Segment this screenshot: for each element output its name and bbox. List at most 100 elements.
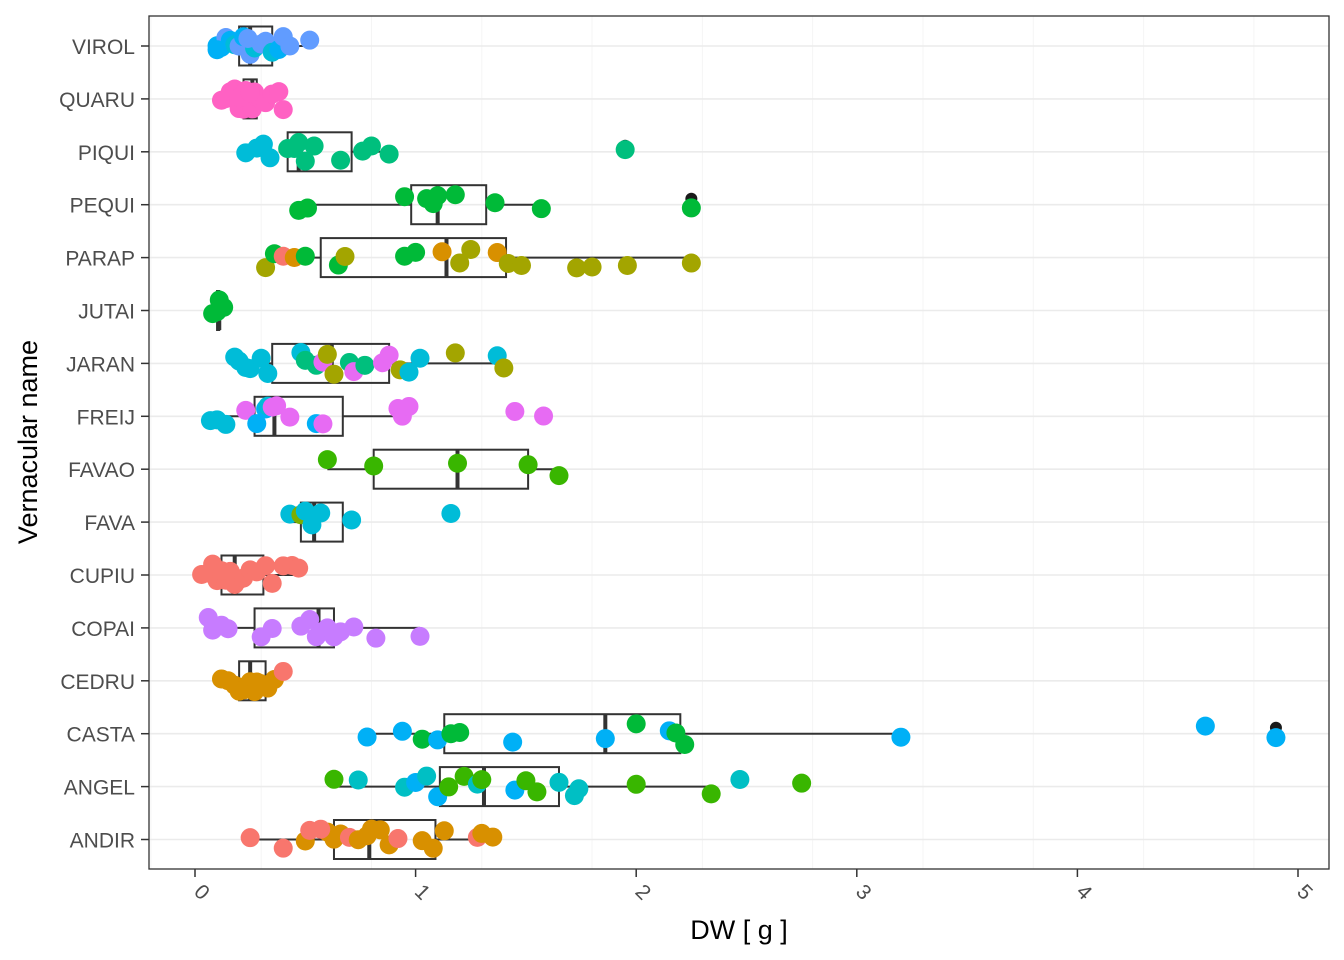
- points-angel: [324, 766, 812, 807]
- data-point: [324, 769, 344, 789]
- data-point: [324, 364, 344, 384]
- data-point: [258, 363, 278, 383]
- data-point: [280, 36, 300, 56]
- data-point: [311, 503, 331, 523]
- data-point: [269, 82, 289, 102]
- data-point: [399, 362, 419, 382]
- data-point: [238, 28, 258, 48]
- points-piqui: [236, 133, 635, 171]
- data-point: [406, 242, 426, 262]
- y-tick-label: FAVA: [84, 512, 135, 535]
- data-point: [240, 828, 260, 848]
- points-freij: [200, 396, 554, 434]
- data-point: [229, 681, 249, 701]
- data-point: [428, 186, 448, 206]
- data-point: [441, 503, 461, 523]
- y-tick-label: QUARU: [59, 89, 135, 112]
- data-point: [379, 345, 399, 365]
- data-point: [342, 510, 362, 530]
- data-point: [262, 573, 282, 593]
- data-point: [434, 821, 454, 841]
- points-jutai: [203, 290, 234, 324]
- data-point: [792, 773, 812, 793]
- y-tick-label: VIROL: [72, 36, 135, 59]
- data-point: [300, 610, 320, 630]
- data-point: [388, 829, 408, 849]
- data-point: [445, 343, 465, 363]
- y-tick-label: CUPIU: [70, 565, 135, 588]
- data-point: [211, 561, 231, 581]
- data-point: [505, 401, 525, 421]
- data-point: [399, 396, 419, 416]
- data-point: [626, 774, 646, 794]
- data-point: [531, 199, 551, 219]
- data-point: [267, 396, 287, 416]
- y-tick-label: FAVAO: [68, 459, 135, 482]
- data-point: [240, 83, 260, 103]
- y-tick-label: JARAN: [66, 353, 135, 376]
- data-point: [317, 344, 337, 364]
- data-point: [549, 466, 569, 486]
- data-point: [300, 30, 320, 50]
- data-point: [218, 619, 238, 639]
- data-point: [417, 766, 437, 786]
- points-cedru: [211, 661, 293, 702]
- points-virol: [207, 27, 320, 64]
- data-point: [494, 358, 514, 378]
- y-tick-label: PIQUI: [78, 142, 135, 165]
- data-point: [675, 734, 695, 754]
- data-point: [1195, 716, 1215, 736]
- data-point: [450, 722, 470, 742]
- data-point: [273, 100, 293, 120]
- data-point: [410, 348, 430, 368]
- data-point: [412, 729, 432, 749]
- data-point: [461, 240, 481, 260]
- data-point: [317, 450, 337, 470]
- data-point: [595, 729, 615, 749]
- data-point: [216, 414, 236, 434]
- data-point: [617, 256, 637, 276]
- y-tick-label: ANDIR: [70, 830, 135, 853]
- data-point: [511, 255, 531, 275]
- data-point: [681, 253, 701, 273]
- points-jaran: [225, 343, 514, 384]
- data-point: [423, 838, 443, 858]
- data-point: [701, 784, 721, 804]
- data-point: [1266, 728, 1286, 748]
- data-point: [527, 782, 547, 802]
- data-point: [370, 820, 390, 840]
- data-point: [289, 558, 309, 578]
- data-point: [251, 348, 271, 368]
- data-point: [262, 619, 282, 639]
- y-tick-label: COPAI: [71, 618, 135, 641]
- y-tick-label: CASTA: [67, 724, 135, 747]
- plot-panel-border: [148, 15, 1330, 870]
- data-point: [364, 456, 384, 476]
- data-point: [567, 258, 587, 278]
- data-point: [432, 242, 452, 262]
- data-point: [348, 770, 368, 790]
- data-point: [256, 258, 276, 278]
- points-andir: [240, 819, 503, 858]
- data-point: [549, 772, 569, 792]
- y-tick-label: CEDRU: [60, 671, 135, 694]
- points-fava: [280, 501, 461, 535]
- data-point: [247, 672, 267, 692]
- points-favao: [317, 450, 569, 486]
- points-quaru: [211, 79, 293, 120]
- y-tick-label: PARAP: [65, 248, 135, 271]
- data-point: [280, 407, 300, 427]
- data-point: [260, 148, 280, 168]
- data-point: [448, 453, 468, 473]
- data-point: [247, 414, 267, 434]
- data-point: [518, 455, 538, 475]
- y-tick-label: JUTAI: [78, 301, 135, 324]
- data-point: [236, 400, 256, 420]
- data-point: [331, 150, 351, 170]
- data-point: [304, 136, 324, 156]
- data-point: [379, 144, 399, 164]
- data-point: [582, 257, 602, 277]
- data-point: [357, 727, 377, 747]
- data-point: [311, 819, 331, 839]
